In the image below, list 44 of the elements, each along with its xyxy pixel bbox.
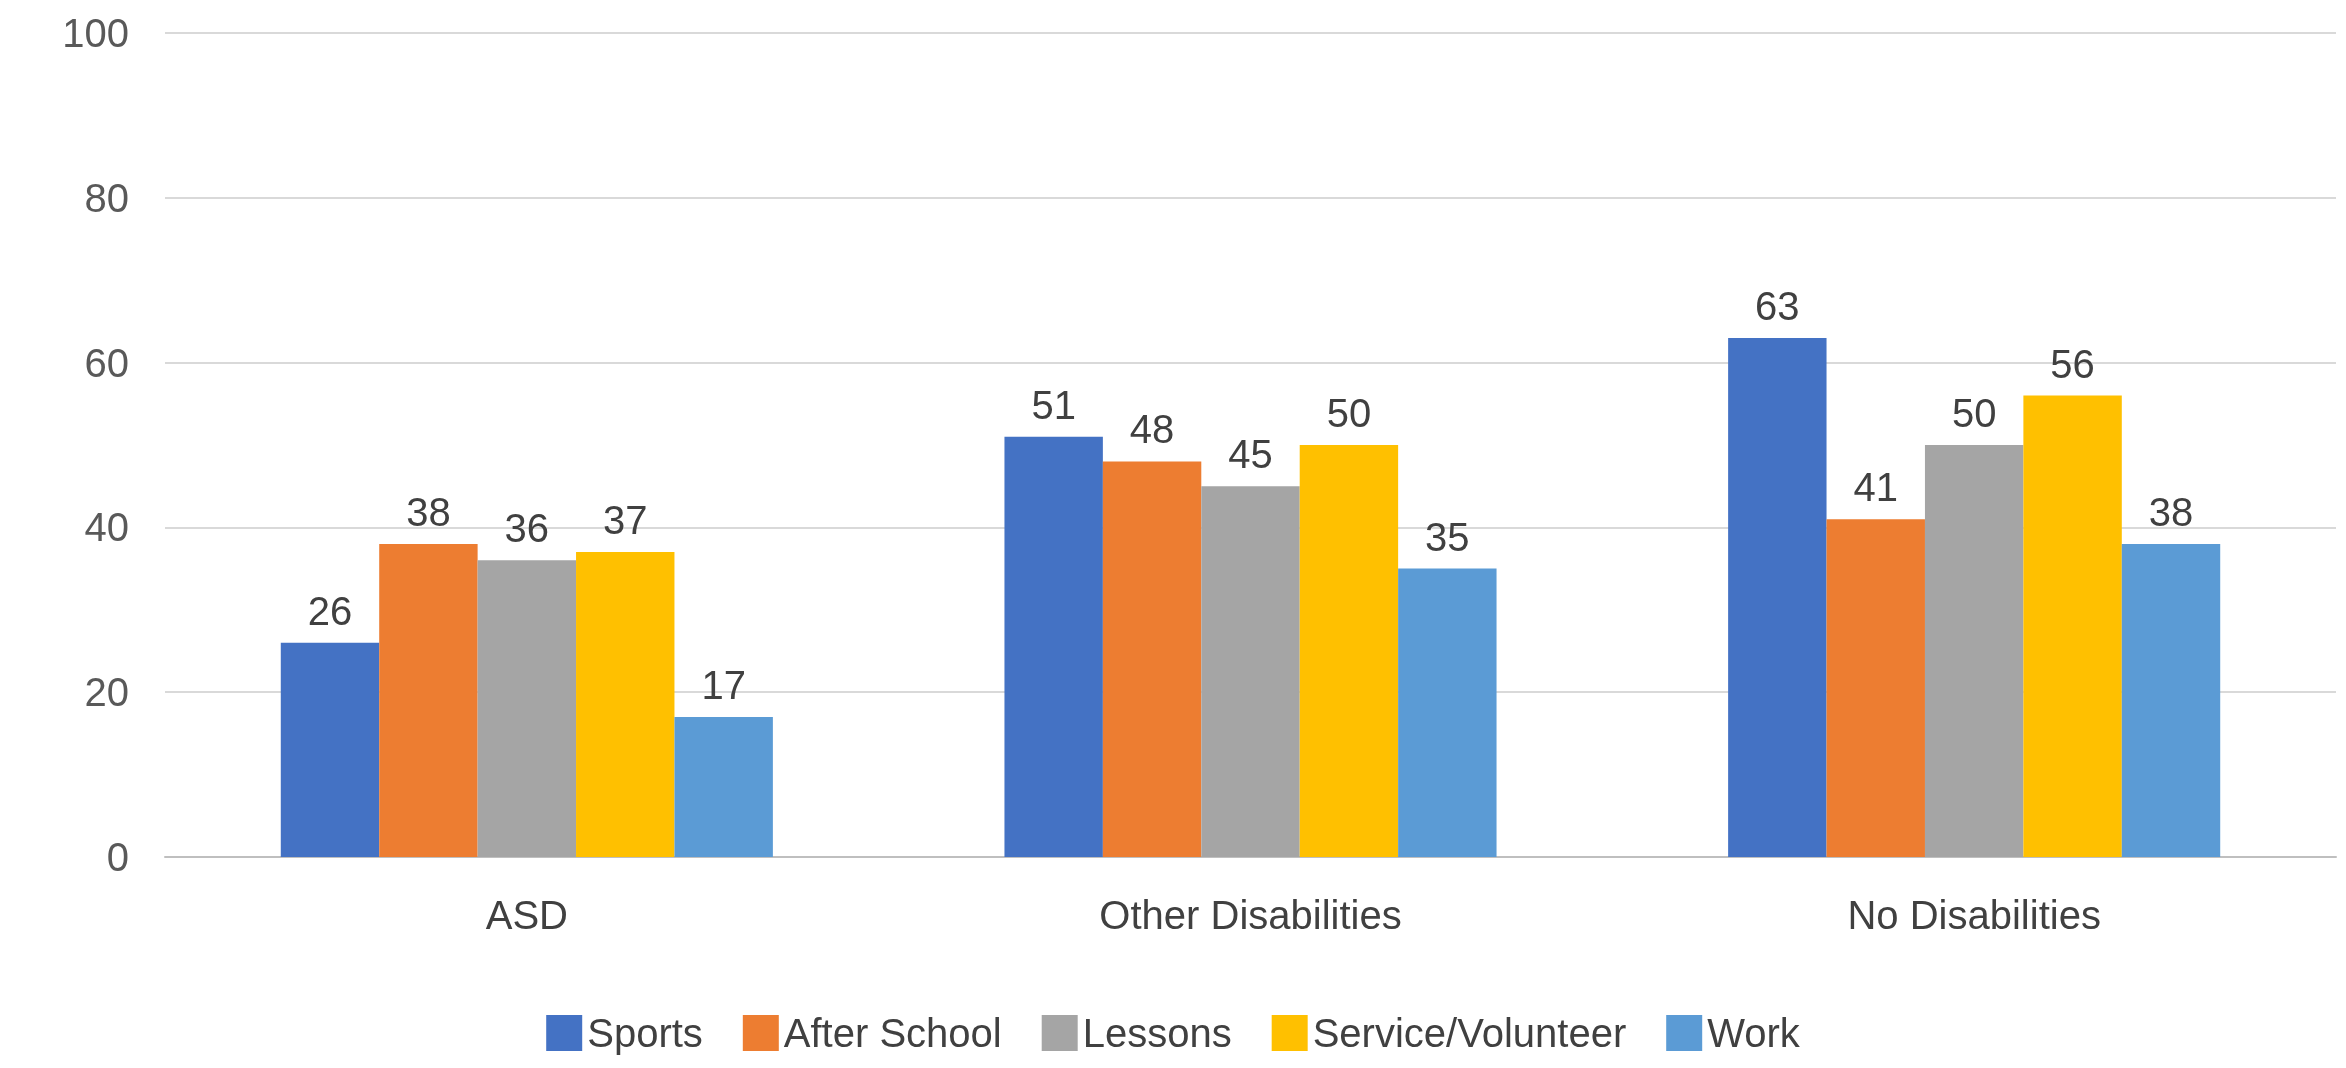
- legend-label: Sports: [587, 1011, 703, 1055]
- bar: [1398, 568, 1497, 857]
- bar: [2023, 395, 2122, 857]
- y-tick-label: 20: [84, 670, 129, 715]
- bar: [2121, 543, 2221, 857]
- data-label: 63: [1755, 283, 1800, 328]
- legend-label: Service/Volunteer: [1312, 1011, 1627, 1055]
- data-label: 41: [1853, 465, 1898, 510]
- y-tick-label: 100: [62, 11, 129, 55]
- data-label: 38: [2148, 489, 2194, 534]
- x-tick-label: Other Disabilities: [1099, 893, 1402, 937]
- data-label: 36: [504, 506, 550, 551]
- bar: [1004, 436, 1103, 857]
- bar: [1299, 445, 1399, 857]
- bar: [1924, 445, 2024, 857]
- bar: [1102, 461, 1202, 857]
- legend-label: Lessons: [1082, 1011, 1232, 1055]
- y-tick-label: 60: [84, 340, 129, 385]
- x-tick-label: No Disabilities: [1847, 893, 2101, 937]
- data-label: 26: [307, 588, 353, 633]
- data-label: 50: [1951, 391, 1997, 435]
- bar: [1201, 486, 1300, 857]
- y-tick-label: 0: [106, 835, 129, 879]
- y-tick-label: 80: [84, 175, 129, 220]
- data-label: 56: [2050, 341, 2095, 386]
- bar: [379, 543, 478, 857]
- legend-label: Work: [1707, 1011, 1801, 1055]
- x-tick-label: ASD: [485, 893, 568, 937]
- bar: [1826, 519, 1925, 857]
- legend-label: After School: [783, 1011, 1002, 1055]
- bar: [477, 560, 577, 857]
- data-label: 35: [1425, 514, 1470, 559]
- bar: [1728, 337, 1827, 857]
- bar: [576, 552, 675, 857]
- data-label: 48: [1129, 407, 1175, 452]
- bar: [280, 642, 380, 857]
- data-label: 38: [406, 489, 451, 534]
- data-label: 37: [603, 498, 648, 543]
- y-tick-label: 40: [84, 505, 129, 550]
- data-label: 51: [1031, 382, 1076, 427]
- data-label: 17: [701, 662, 746, 707]
- data-label: 50: [1326, 391, 1372, 435]
- data-label: 45: [1228, 432, 1273, 477]
- bar: [674, 716, 773, 857]
